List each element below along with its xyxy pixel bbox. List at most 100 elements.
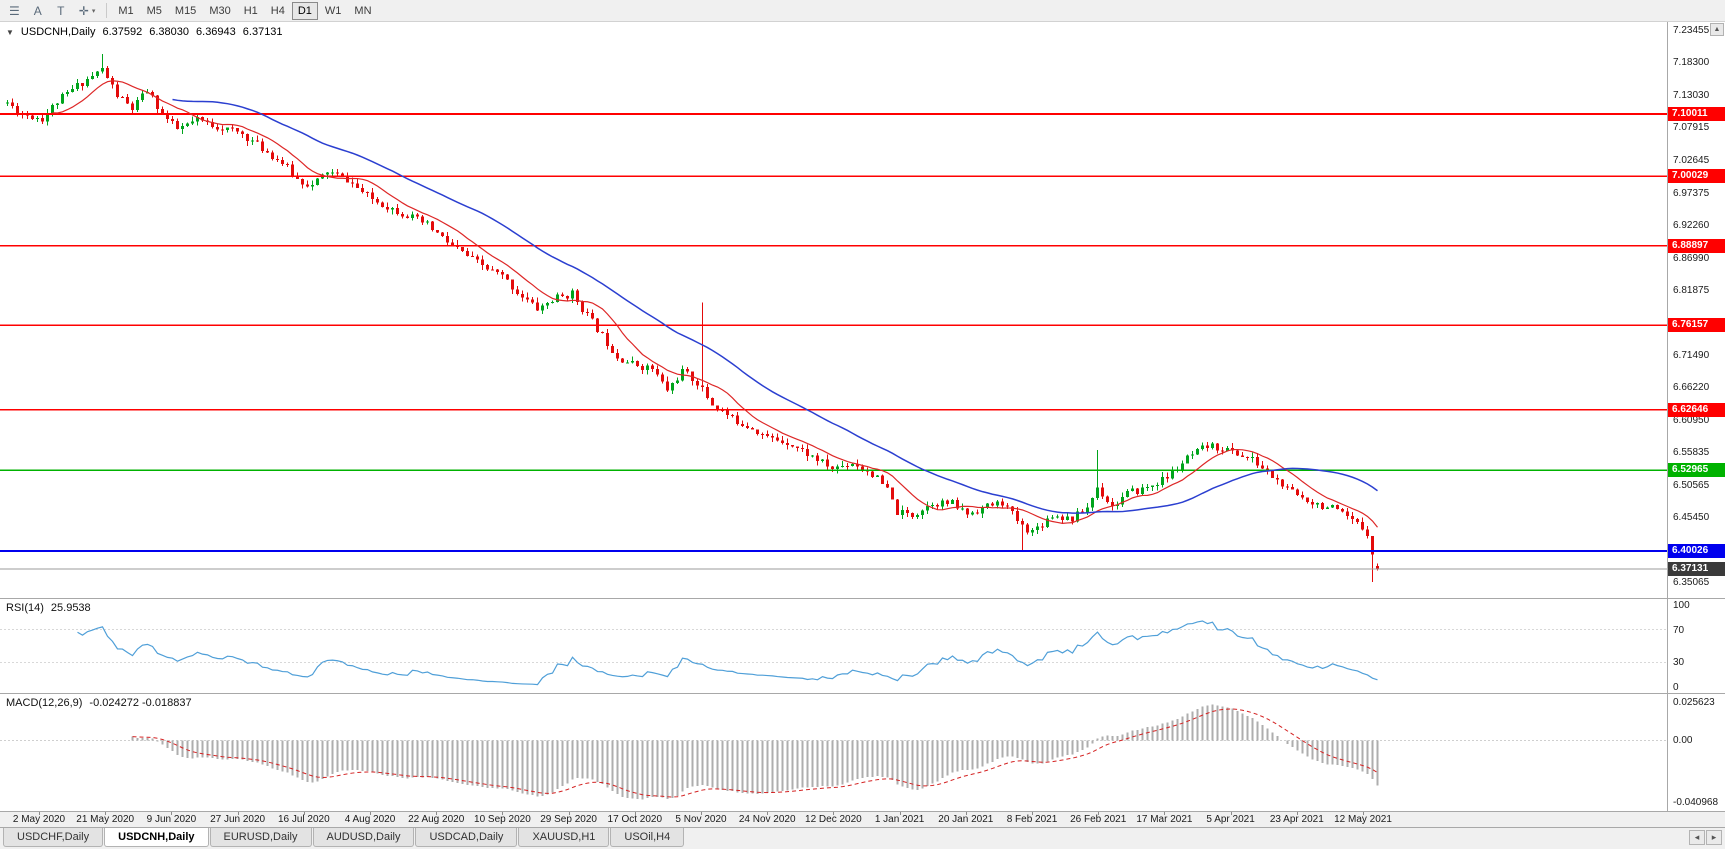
crosshair-tool-icon[interactable]: ✛ ▾ [78,3,96,18]
price-tag: 7.10011 [1668,106,1725,121]
date-axis-label: 10 Sep 2020 [474,814,531,825]
rsi-axis[interactable]: 100 70 30 0 [1667,599,1725,693]
tab-usdcnh-daily[interactable]: USDCNH,Daily [104,828,209,847]
timeframe-button-h4[interactable]: H4 [270,4,285,17]
macd-axis-label: 0.025623 [1673,697,1715,708]
date-axis-label: 20 Jan 2021 [938,814,994,825]
price-axis-label: 6.81875 [1673,284,1710,296]
date-tick [171,812,173,815]
price-axis[interactable]: ▲ 7.23455 7.18300 7.13030 7.07915 7.02645 6.9… [1667,22,1725,598]
date-tick [370,812,371,815]
timeframe-button-m30[interactable]: M30 [209,4,231,17]
timeframe-button-m15[interactable]: M15 [174,4,197,17]
ma-slow-line [172,98,1378,514]
date-axis-label: 4 Aug 2020 [344,814,396,825]
macd-axis[interactable]: 0.025623 0.00 -0.040968 [1667,694,1725,811]
macd-histogram-layer [131,704,1379,800]
date-tick [899,812,901,815]
price-axis-label: 7.23455 [1673,25,1710,36]
scroll-up-button[interactable]: ▲ [1710,23,1724,36]
timeframe-button-w1[interactable]: W1 [324,4,342,17]
date-axis-label: 12 May 2021 [1334,814,1392,825]
tabs-scroll-right-button[interactable]: ▸ [1706,830,1722,845]
tab-usdcad-daily[interactable]: USDCAD,Daily [415,828,518,847]
date-tick [833,812,835,815]
price-chart-plot[interactable]: ▼ USDCNH,Daily 6.37592 6.38030 6.36943 6… [0,22,1667,598]
price-axis-label: 6.86990 [1673,252,1710,264]
chevron-down-icon: ▾ [91,7,96,15]
tab-usoil-h4[interactable]: USOil,H4 [610,828,685,847]
toolbar-separator [106,3,108,18]
macd-label: MACD(12,26,9) -0.024272 -0.018837 [6,697,192,709]
timeframe-button-m5[interactable]: M5 [146,4,162,17]
tab-audusd-daily[interactable]: AUDUSD,Daily [312,828,415,847]
date-axis-label: 9 Jun 2020 [146,814,197,825]
date-tick [1230,812,1232,815]
rsi-axis-label: 100 [1673,600,1690,611]
date-axis-label: 2 May 2020 [12,814,66,825]
price-axis-label: 6.71490 [1673,349,1710,361]
macd-indicator-panel: MACD(12,26,9) -0.024272 -0.018837 0.0256… [0,694,1725,812]
chart-title: ▼ USDCNH,Daily 6.37592 6.38030 6.36943 6… [6,26,283,38]
date-axis-label: 21 May 2020 [76,814,135,825]
date-axis-label: 17 Oct 2020 [607,814,663,825]
price-tag: 7.00029 [1668,169,1725,184]
date-tick [965,812,967,815]
candles-layer [6,53,1379,583]
tab-usdchf-daily[interactable]: USDCHF,Daily [3,828,104,847]
timeframe-button-d1[interactable]: D1 [291,1,318,20]
ohlc-low-value: 6.36943 [196,26,236,38]
price-chart-canvas [0,53,1667,583]
date-axis-label: 23 Apr 2021 [1269,814,1324,825]
tabs-scroll-left-button[interactable]: ◂ [1689,830,1705,845]
date-tick [105,812,107,815]
horizontal-level-lines-layer [0,113,1667,552]
macd-plot[interactable]: MACD(12,26,9) -0.024272 -0.018837 [0,694,1667,811]
price-axis-label: 7.13030 [1673,90,1710,102]
price-tag: 6.62646 [1668,402,1725,417]
macd-canvas [0,704,1667,800]
date-tick [1098,812,1100,815]
annotation-a-icon[interactable]: A [33,3,42,18]
rsi-indicator-name: RSI(14) [6,602,44,614]
date-axis-label: 5 Apr 2021 [1206,814,1255,825]
date-axis-label: 12 Dec 2020 [805,814,862,825]
text-tool-icon[interactable]: T [57,3,65,18]
timeframe-button-mn[interactable]: MN [354,4,372,17]
price-axis-label: 7.18300 [1673,57,1710,69]
ohlc-high-value: 6.38030 [149,26,190,38]
price-axis-label: 7.07915 [1673,122,1710,134]
macd-axis-label: -0.040968 [1673,797,1719,808]
date-axis-label: 29 Sep 2020 [540,814,597,825]
collapse-chart-icon[interactable]: ▼ [6,27,14,37]
date-tick [701,812,702,815]
top-toolbar: ☰ A T ✛ ▾ M1 M5 M15 M30 H1 H4 D1 W1 MN [0,0,1725,22]
charts-list-icon[interactable]: ☰ [9,3,20,18]
date-axis-label: 8 Feb 2021 [1006,814,1058,825]
timeframe-buttons-group: M1 M5 M15 M30 H1 H4 D1 W1 MN [112,1,377,20]
tab-xauusd-h1[interactable]: XAUUSD,H1 [518,828,610,847]
price-axis-label: 6.97375 [1673,187,1710,199]
price-axis-label: 6.66220 [1673,382,1710,394]
ohlc-open-value: 6.37592 [102,26,143,38]
rsi-plot[interactable]: RSI(14) 25.9538 [0,599,1667,693]
date-tick [1296,812,1298,815]
date-tick [39,812,40,815]
date-axis-label: 22 Aug 2020 [408,814,465,825]
tab-eurusd-daily[interactable]: EURUSD,Daily [209,828,312,847]
ma-fast-line [52,80,1378,528]
rsi-line [77,620,1378,686]
timeframe-button-h1[interactable]: H1 [243,4,258,17]
date-tick [1363,812,1364,815]
date-tick [568,812,570,815]
price-axis-label: 6.45450 [1673,512,1710,524]
date-tick [634,812,636,815]
timeframe-button-m1[interactable]: M1 [118,4,134,17]
date-tick [502,812,504,815]
price-tag: 6.40026 [1668,544,1725,559]
macd-signal-line [132,708,1378,798]
rsi-axis-label: 70 [1673,624,1685,636]
date-axis[interactable]: 2 May 2020 21 May 2020 9 Jun 2020 27 Jun 20… [0,812,1725,828]
price-axis-label: 6.35065 [1673,577,1710,588]
date-tick [237,812,239,815]
